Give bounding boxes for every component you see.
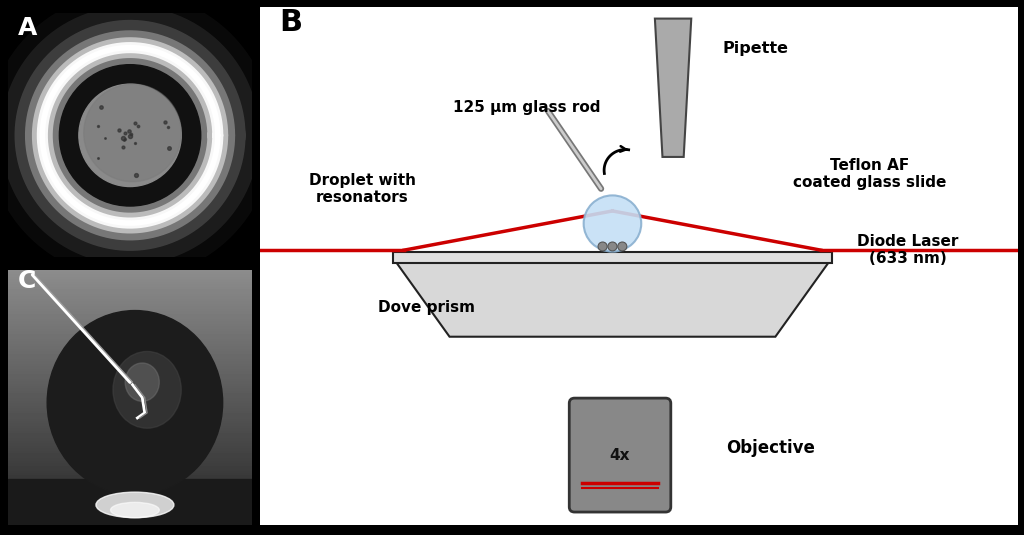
Circle shape xyxy=(598,242,607,251)
Ellipse shape xyxy=(96,492,174,518)
Text: 4x: 4x xyxy=(609,448,631,463)
Circle shape xyxy=(84,84,181,182)
Circle shape xyxy=(608,242,617,251)
Text: Dove prism: Dove prism xyxy=(378,300,474,315)
Bar xyxy=(393,251,833,263)
Text: Teflon AF
coated glass slide: Teflon AF coated glass slide xyxy=(794,158,947,190)
Text: Diode Laser
(633 nm): Diode Laser (633 nm) xyxy=(857,234,958,266)
Ellipse shape xyxy=(584,195,641,251)
Text: A: A xyxy=(18,17,37,41)
Polygon shape xyxy=(655,19,691,157)
Circle shape xyxy=(617,242,627,251)
Ellipse shape xyxy=(111,502,160,518)
Polygon shape xyxy=(396,263,828,337)
Text: Droplet with
resonators: Droplet with resonators xyxy=(309,173,416,205)
FancyBboxPatch shape xyxy=(569,398,671,512)
Text: B: B xyxy=(279,8,302,37)
Circle shape xyxy=(79,84,181,187)
Bar xyxy=(8,479,252,525)
Circle shape xyxy=(47,310,222,495)
Text: 125 μm glass rod: 125 μm glass rod xyxy=(454,100,601,115)
Ellipse shape xyxy=(125,363,160,401)
Text: Objective: Objective xyxy=(726,439,815,457)
Text: C: C xyxy=(18,269,36,293)
Ellipse shape xyxy=(113,351,181,428)
Text: Pipette: Pipette xyxy=(722,41,788,56)
Circle shape xyxy=(59,65,201,206)
